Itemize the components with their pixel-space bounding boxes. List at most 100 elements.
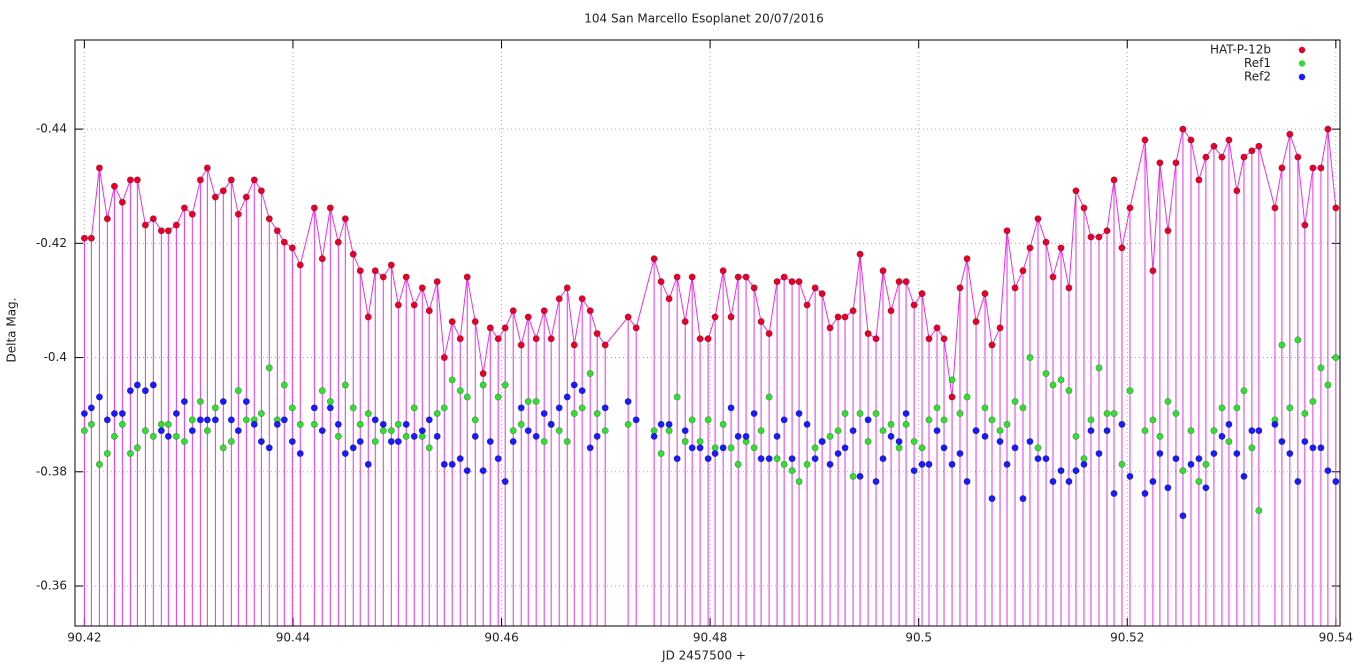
point xyxy=(326,204,334,212)
point xyxy=(1179,125,1187,133)
point xyxy=(750,444,758,452)
point xyxy=(902,278,910,286)
point xyxy=(665,427,673,435)
point xyxy=(765,455,773,463)
point xyxy=(547,420,555,428)
point xyxy=(1271,420,1279,428)
point xyxy=(981,290,989,298)
point xyxy=(918,460,926,468)
point xyxy=(972,318,980,326)
point xyxy=(394,301,402,309)
point xyxy=(265,364,273,372)
point xyxy=(1149,416,1157,424)
point xyxy=(494,455,502,463)
point xyxy=(841,313,849,321)
point xyxy=(650,432,658,440)
point xyxy=(1218,153,1226,161)
point xyxy=(126,176,134,184)
point xyxy=(540,307,548,315)
point xyxy=(425,416,433,424)
point xyxy=(1042,455,1050,463)
point xyxy=(719,444,727,452)
point xyxy=(1187,136,1195,144)
point xyxy=(524,313,532,321)
point xyxy=(1080,460,1088,468)
point xyxy=(463,393,471,401)
point xyxy=(1141,489,1149,497)
point xyxy=(456,387,464,395)
point xyxy=(242,193,250,201)
point xyxy=(593,330,601,338)
point xyxy=(826,324,834,332)
point xyxy=(887,432,895,440)
point xyxy=(448,460,456,468)
point xyxy=(310,420,318,428)
point xyxy=(1057,467,1065,475)
point xyxy=(711,313,719,321)
point xyxy=(624,313,632,321)
point xyxy=(440,404,448,412)
point xyxy=(895,444,903,452)
point xyxy=(1210,427,1218,435)
point xyxy=(879,427,887,435)
point xyxy=(356,420,364,428)
point xyxy=(203,164,211,172)
point xyxy=(425,307,433,315)
point xyxy=(988,416,996,424)
point xyxy=(1103,410,1111,418)
point xyxy=(1225,136,1233,144)
point xyxy=(996,427,1004,435)
point xyxy=(719,267,727,275)
point xyxy=(734,273,742,281)
point xyxy=(665,295,673,303)
point xyxy=(555,295,563,303)
point xyxy=(524,398,532,406)
point xyxy=(509,438,517,446)
point xyxy=(110,432,118,440)
point xyxy=(632,416,640,424)
point xyxy=(371,416,379,424)
point xyxy=(1240,387,1248,395)
point xyxy=(1248,147,1256,155)
point xyxy=(727,404,735,412)
point xyxy=(471,416,479,424)
y-tick-label: -0.42 xyxy=(36,236,67,250)
point xyxy=(1294,336,1302,344)
point xyxy=(1301,221,1309,229)
point xyxy=(425,444,433,452)
point xyxy=(234,387,242,395)
point xyxy=(1057,244,1065,252)
point xyxy=(834,313,842,321)
point xyxy=(586,444,594,452)
point xyxy=(164,432,172,440)
point xyxy=(402,420,410,428)
point xyxy=(471,318,479,326)
point xyxy=(788,455,796,463)
point xyxy=(133,176,141,184)
point xyxy=(463,467,471,475)
point xyxy=(273,420,281,428)
point xyxy=(563,284,571,292)
point xyxy=(418,284,426,292)
point xyxy=(118,420,126,428)
point xyxy=(811,444,819,452)
point xyxy=(334,432,342,440)
point xyxy=(1324,125,1332,133)
point xyxy=(149,215,157,223)
point xyxy=(440,460,448,468)
point xyxy=(196,398,204,406)
point xyxy=(681,318,689,326)
point xyxy=(1087,427,1095,435)
point xyxy=(1011,284,1019,292)
point xyxy=(826,432,834,440)
point xyxy=(1156,432,1164,440)
point xyxy=(379,273,387,281)
point xyxy=(657,278,665,286)
point xyxy=(371,438,379,446)
point xyxy=(555,404,563,412)
point xyxy=(1118,460,1126,468)
point xyxy=(563,393,571,401)
point xyxy=(1271,204,1279,212)
point xyxy=(1240,153,1248,161)
point xyxy=(780,460,788,468)
